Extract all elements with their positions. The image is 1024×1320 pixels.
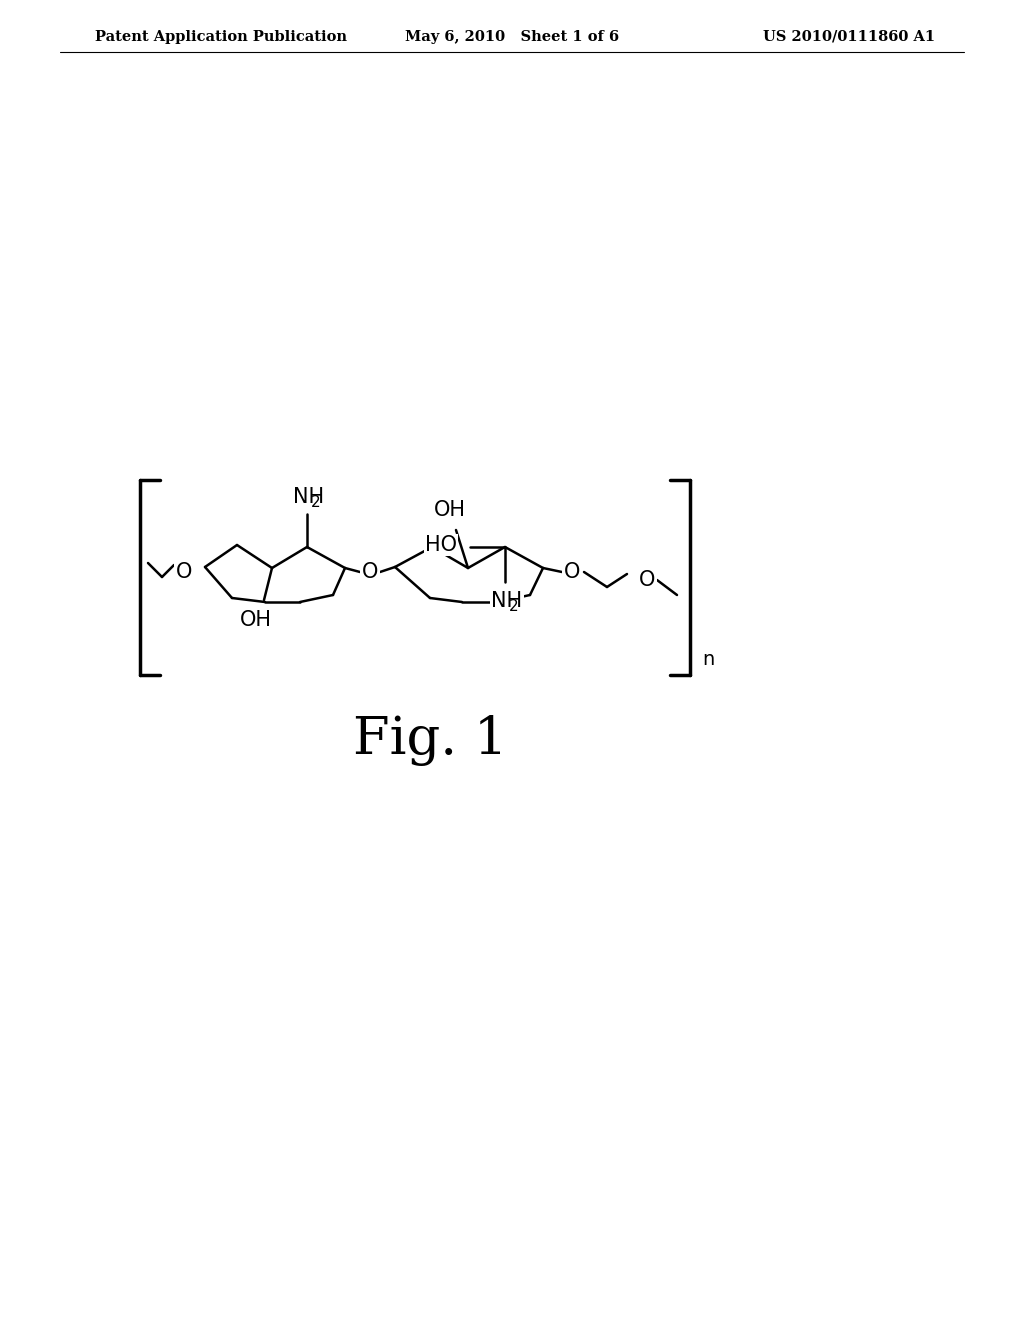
Text: OH: OH xyxy=(434,500,466,520)
Text: O: O xyxy=(564,562,581,582)
Text: NH: NH xyxy=(490,591,522,611)
Text: Patent Application Publication: Patent Application Publication xyxy=(95,30,347,44)
Text: O: O xyxy=(361,562,378,582)
Text: n: n xyxy=(702,649,715,669)
Text: NH: NH xyxy=(293,487,325,507)
Text: HO: HO xyxy=(425,535,457,554)
Text: Fig. 1: Fig. 1 xyxy=(352,714,507,766)
Text: O: O xyxy=(639,570,655,590)
Text: 2: 2 xyxy=(509,599,518,614)
Text: 2: 2 xyxy=(311,495,321,510)
Text: May 6, 2010   Sheet 1 of 6: May 6, 2010 Sheet 1 of 6 xyxy=(404,30,620,44)
Text: US 2010/0111860 A1: US 2010/0111860 A1 xyxy=(763,30,935,44)
Text: OH: OH xyxy=(240,610,272,630)
Text: O: O xyxy=(176,562,193,582)
